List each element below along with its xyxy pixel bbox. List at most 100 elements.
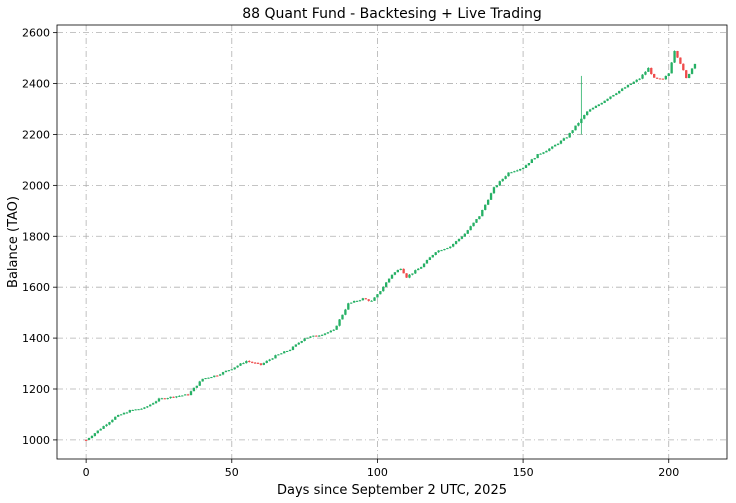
candle-body <box>682 63 685 71</box>
candle-body <box>676 51 679 58</box>
candle-body <box>268 359 271 361</box>
x-tick-label: 200 <box>658 466 679 479</box>
candle-body <box>102 426 105 429</box>
candle-body <box>105 424 108 427</box>
candle-body <box>454 241 458 244</box>
candle-body <box>644 71 647 75</box>
candle-body <box>594 106 598 108</box>
candle-body <box>189 391 193 396</box>
candle-body <box>350 302 353 304</box>
candle-body <box>548 148 551 151</box>
candle-body <box>440 250 443 252</box>
candle-body <box>600 102 603 105</box>
candle-body <box>533 158 536 160</box>
candle-body <box>623 87 627 89</box>
candle-body <box>157 398 161 402</box>
candle-body <box>256 362 260 364</box>
y-tick-label: 2400 <box>22 78 50 91</box>
candle-body <box>297 342 300 345</box>
candle-body <box>588 109 592 112</box>
candle-body <box>650 67 653 74</box>
candle-body <box>151 403 155 405</box>
candle-body <box>612 94 615 97</box>
candle-body <box>586 111 589 116</box>
candle-body <box>542 152 545 154</box>
candle-body <box>524 165 528 168</box>
candle-body <box>428 257 432 261</box>
candle-body <box>591 107 595 110</box>
candle-body <box>638 78 641 80</box>
candle-body <box>216 375 219 377</box>
candle-body <box>128 410 131 413</box>
candle-body <box>513 171 516 173</box>
candle-body <box>559 140 563 144</box>
candle-body <box>658 78 662 80</box>
candle-body <box>210 377 213 379</box>
candle-body <box>687 73 691 79</box>
candle-body <box>204 378 207 380</box>
candle-body <box>577 123 580 126</box>
candle-body <box>239 363 242 366</box>
candle-body <box>140 408 143 410</box>
candle-body <box>632 81 635 84</box>
candle-body <box>670 62 673 74</box>
candle-body <box>122 412 126 415</box>
y-tick-label: 1200 <box>22 383 50 396</box>
candle-body <box>373 297 376 301</box>
candle-body <box>143 407 146 409</box>
candle-body <box>615 93 618 95</box>
candle-body <box>84 439 88 441</box>
candle-body <box>96 430 99 434</box>
candle-body <box>629 83 633 85</box>
candle-body <box>434 252 437 255</box>
candle-body <box>285 350 289 352</box>
x-tick-label: 150 <box>513 466 534 479</box>
candle-body <box>414 270 417 274</box>
candle-body <box>251 361 254 363</box>
candle-body <box>419 267 423 269</box>
candle-body <box>125 412 129 414</box>
candle-body <box>647 67 650 72</box>
candle-body <box>571 130 574 133</box>
candle-body <box>306 337 309 339</box>
candle-body <box>93 433 97 436</box>
candle-body <box>131 409 134 411</box>
candle-body <box>352 300 356 303</box>
candle-body <box>221 372 225 375</box>
candle-body <box>653 73 656 78</box>
candle-body <box>300 341 303 343</box>
candle-body <box>402 268 405 274</box>
candle-body <box>521 167 525 169</box>
candle-body <box>460 236 464 239</box>
candle-body <box>329 330 332 333</box>
candle-body <box>390 274 394 279</box>
candle-body <box>501 178 504 182</box>
candle-body <box>186 394 190 396</box>
candle-body <box>472 222 475 227</box>
candle-body <box>358 300 362 302</box>
candle-body <box>111 419 114 423</box>
candle-body <box>245 361 248 364</box>
candle-body <box>184 394 187 396</box>
candle-body <box>172 396 175 398</box>
x-tick-label: 0 <box>83 466 90 479</box>
candle-body <box>178 395 181 397</box>
candle-body <box>411 273 414 275</box>
candle-body <box>469 226 472 231</box>
candle-body <box>262 362 265 365</box>
candle-body <box>169 396 172 399</box>
candle-body <box>457 238 461 242</box>
candle-body <box>154 401 158 404</box>
candle-body <box>425 260 429 264</box>
candle-body <box>248 361 251 363</box>
x-tick-label: 100 <box>367 466 388 479</box>
candle-body <box>376 294 379 298</box>
candle-body <box>437 250 440 253</box>
candle-body <box>312 335 315 337</box>
candle-body <box>408 274 411 278</box>
candle-body <box>163 398 166 400</box>
y-axis-ticks: 1000 1200 1400 1600 1800 2000 2200 2400 2600 <box>22 27 57 447</box>
candle-body <box>626 84 630 88</box>
candle-body <box>326 332 330 334</box>
